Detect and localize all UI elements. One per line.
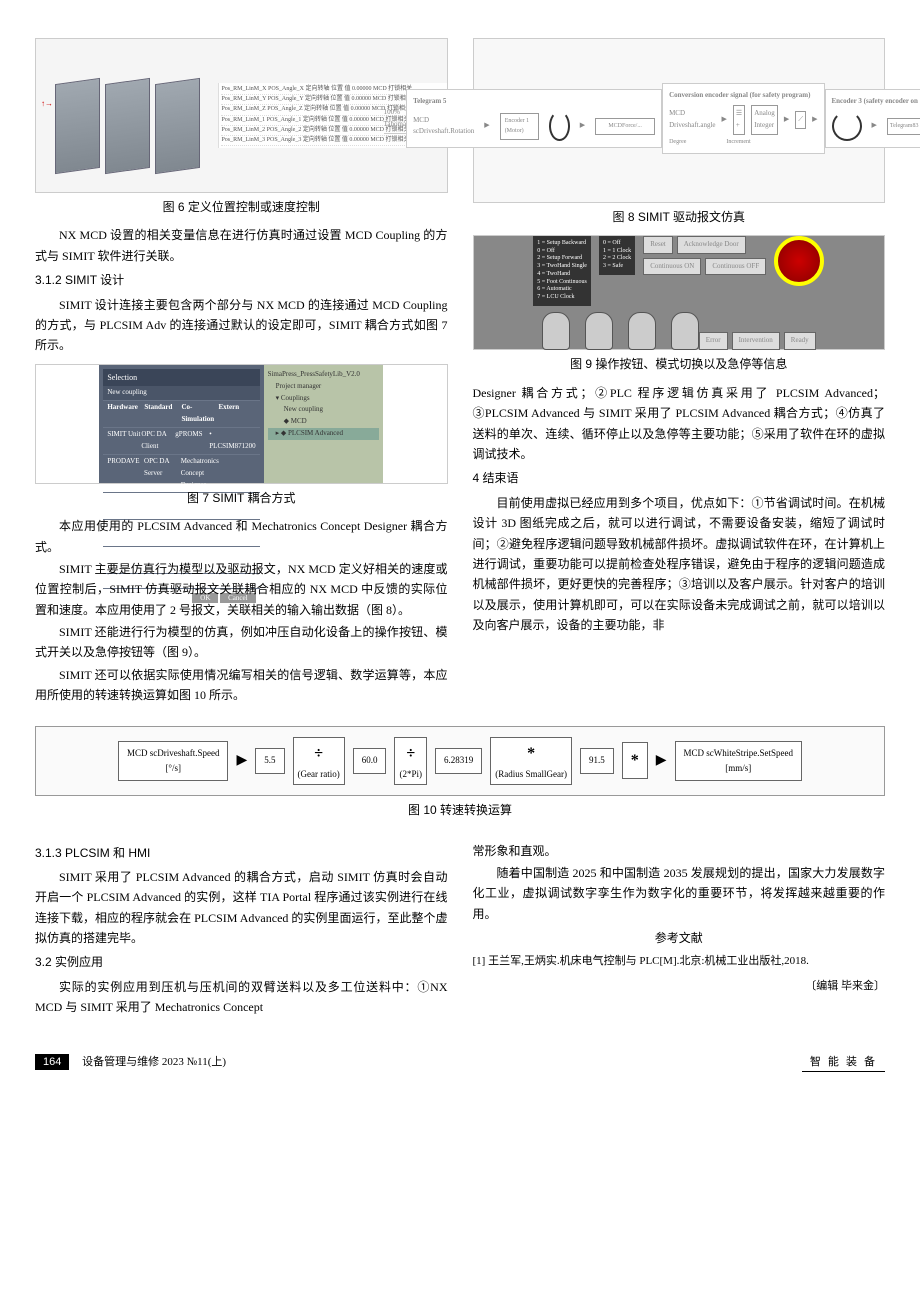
col-header: Extern — [219, 402, 256, 426]
tree-item: SimaPress_PressSafetyLib_V2.0 — [268, 369, 380, 381]
paragraph: 常形象和直观。 — [473, 841, 886, 861]
fig9-legend1: 1 = Setup Backward 0 = Off 2 = Setup For… — [533, 236, 591, 306]
fig8-toolbar: 100% Tahoma — [384, 107, 406, 134]
paragraph: SIMIT 还能进行行为模型的仿真，例如冲压自动化设备上的操作按钮、模式开关以及… — [35, 622, 448, 663]
paragraph: 目前使用虚拟已经应用到多个项目，优点如下：①节省调试时间。在机械设计 3D 图纸… — [473, 493, 886, 636]
references-heading: 参考文献 — [473, 928, 886, 948]
fig6-caption: 图 6 定义位置控制或速度控制 — [35, 197, 448, 217]
col-header: Co-Simulation — [181, 402, 218, 426]
increment-label: Increment — [726, 137, 750, 147]
fig8-image: 100% Tahoma Telegram 5 MCD scDriveshaft.… — [473, 38, 886, 203]
paragraph: Designer 耦合方式；②PLC 程序逻辑仿真采用了 PLCSIM Adva… — [473, 383, 886, 465]
rotation-icon — [832, 111, 862, 141]
fig9-image: 1 = Setup Backward 0 = Off 2 = Setup For… — [473, 235, 886, 350]
top-columns: ↑→ Pos_RM_LinM_X POS_Angle_X 定向转轴 位置 值 0… — [35, 30, 885, 708]
figure-9: 1 = Setup Backward 0 = Off 2 = Setup For… — [473, 235, 886, 374]
paragraph: 随着中国制造 2025 和中国制造 2035 发展规划的提出，国家大力发展数字化… — [473, 863, 886, 924]
value-box: 60.0 — [353, 748, 387, 773]
value-box: 91.5 — [580, 748, 614, 773]
fig7-caption: 图 7 SIMIT 耦合方式 — [35, 488, 448, 508]
selection-title: Selection — [103, 369, 259, 387]
tree-item: New coupling — [268, 404, 380, 416]
fig7-selection-panel: Selection New coupling Hardware Standard… — [99, 365, 263, 483]
conversion-title: Conversion encoder signal (for safety pr… — [669, 90, 817, 102]
divide-op: ÷ (Gear ratio) — [293, 737, 345, 785]
encoder3-box: Encoder 3 (safety encoder on eccentric s… — [825, 89, 920, 149]
value-box: 6.28319 — [435, 748, 482, 773]
intervention-button[interactable]: Intervention — [732, 332, 780, 350]
paragraph: SIMIT 主要是仿真行为模型以及驱动报文，NX MCD 定义好相关的速度或位置… — [35, 559, 448, 620]
multiply-op: * — [622, 742, 648, 779]
error-button[interactable]: Error — [699, 332, 728, 350]
heading-4: 4 结束语 — [473, 468, 886, 488]
emergency-stop-button[interactable] — [774, 236, 824, 286]
ack-door-button[interactable]: Acknowledge Door — [677, 236, 746, 254]
tree-item: PLCSIM Advanced — [288, 429, 343, 437]
fig8-caption: 图 8 SIMIT 驱动报文仿真 — [473, 207, 886, 227]
multiply-op: * (Radius SmallGear) — [490, 737, 572, 785]
fig9-legend2: 0 = Off 1 = 1 Clock 2 = 2 Clock 3 = Safe — [599, 236, 635, 275]
telegram83-label: Telegram83 — [887, 118, 920, 134]
paragraph: 实际的实例应用到压机与压机间的双臂送料以及多工位送料中：①NX MCD 与 SI… — [35, 977, 448, 1018]
heading-32: 3.2 实例应用 — [35, 952, 448, 972]
reset-button[interactable]: Reset — [643, 236, 673, 254]
footer-left: 164 设备管理与维修 2023 №11(上) — [35, 1053, 226, 1072]
mcd-motor-label: MCD scDriveshaft.Rotation — [413, 115, 474, 139]
output-box: MCD scWhiteStripe.SetSpeed [mm/s] — [675, 741, 803, 782]
mode-knob[interactable] — [585, 312, 613, 350]
tree-item: Couplings — [281, 394, 310, 402]
fig7-image: Selection New coupling Hardware Standard… — [35, 364, 448, 484]
reference-item: [1] 王兰军,王炳实.机床电气控制与 PLC[M].北京:机械工业出版社,20… — [473, 952, 886, 971]
figure-10: MCD scDriveshaft.Speed [°/s] ▶ 5.5 ÷ (Ge… — [35, 726, 885, 821]
editor-credit: 〔编辑 毕来金〕 — [473, 977, 886, 996]
telegram5-box: Telegram 5 MCD scDriveshaft.Rotation ▶ E… — [406, 89, 662, 149]
paragraph: SIMIT 采用了 PLCSIM Advanced 的耦合方式，启动 SIMIT… — [35, 867, 448, 949]
conversion-box: Conversion encoder signal (for safety pr… — [662, 83, 824, 155]
fig10-diagram: MCD scDriveshaft.Speed [°/s] ▶ 5.5 ÷ (Ge… — [35, 726, 885, 796]
section-label: 智 能 装 备 — [802, 1053, 885, 1073]
mode-knob[interactable] — [671, 312, 699, 350]
heading-313: 3.1.3 PLCSIM 和 HMI — [35, 843, 448, 863]
heading-312: 3.1.2 SIMIT 设计 — [35, 270, 448, 290]
bottom-columns: 3.1.3 PLCSIM 和 HMI SIMIT 采用了 PLCSIM Adva… — [35, 839, 885, 1020]
ready-button[interactable]: Ready — [784, 332, 816, 350]
journal-info: 设备管理与维修 2023 №11(上) — [82, 1056, 226, 1068]
arrow-icon: ▶ — [656, 749, 667, 773]
value-box: 5.5 — [255, 748, 284, 773]
axis-icon: ↑→ — [41, 97, 53, 111]
col-header: Standard — [144, 402, 181, 426]
drive-label: MCD Driveshaft.angle — [669, 108, 715, 132]
figure-7: Selection New coupling Hardware Standard… — [35, 364, 448, 508]
tree-item: MCD — [291, 417, 307, 425]
cont-on-button[interactable]: Continuous ON — [643, 258, 701, 276]
tree-item: Project manager — [268, 381, 380, 393]
right-column: 100% Tahoma Telegram 5 MCD scDriveshaft.… — [473, 30, 886, 708]
cont-off-button[interactable]: Continuous OFF — [705, 258, 766, 276]
telegram5-label: Telegram 5 — [413, 96, 655, 108]
encoder3-title: Encoder 3 (safety encoder on eccentric s… — [832, 96, 920, 108]
bottom-right-column: 常形象和直观。 随着中国制造 2025 和中国制造 2035 发展规划的提出，国… — [473, 839, 886, 1020]
col-header: Hardware — [107, 402, 144, 426]
fig9-caption: 图 9 操作按钮、模式切换以及急停等信息 — [473, 354, 886, 374]
paragraph: SIMIT 还可以依据实际使用情况编写相关的信号逻辑、数学运算等，本应用所使用的… — [35, 665, 448, 706]
encoder-box: Encoder 1 (Motor) — [500, 113, 539, 139]
mode-knob[interactable] — [542, 312, 570, 350]
new-coupling-label: New coupling — [107, 387, 255, 399]
rotation-icon — [549, 111, 570, 141]
bottom-left-column: 3.1.3 PLCSIM 和 HMI SIMIT 采用了 PLCSIM Adva… — [35, 839, 448, 1020]
page-number: 164 — [35, 1054, 69, 1070]
mode-knob[interactable] — [628, 312, 656, 350]
divide-op: ÷ (2*Pi) — [394, 737, 427, 785]
page-footer: 164 设备管理与维修 2023 №11(上) 智 能 装 备 — [35, 1053, 885, 1073]
input-box: MCD scDriveshaft.Speed [°/s] — [118, 741, 228, 782]
paragraph: SIMIT 设计连接主要包含两个部分与 NX MCD 的连接通过 MCD Cou… — [35, 295, 448, 356]
paragraph: NX MCD 设置的相关变量信息在进行仿真时通过设置 MCD Coupling … — [35, 225, 448, 266]
arrow-icon: ▶ — [236, 749, 247, 773]
degree-label: Degree — [669, 137, 686, 147]
fig7-tree: SimaPress_PressSafetyLib_V2.0 Project ma… — [264, 365, 384, 483]
figure-8: 100% Tahoma Telegram 5 MCD scDriveshaft.… — [473, 38, 886, 227]
page-container: ↑→ Pos_RM_LinM_X POS_Angle_X 定向转轴 位置 值 0… — [35, 30, 885, 1072]
fig10-caption: 图 10 转速转换运算 — [35, 800, 885, 820]
